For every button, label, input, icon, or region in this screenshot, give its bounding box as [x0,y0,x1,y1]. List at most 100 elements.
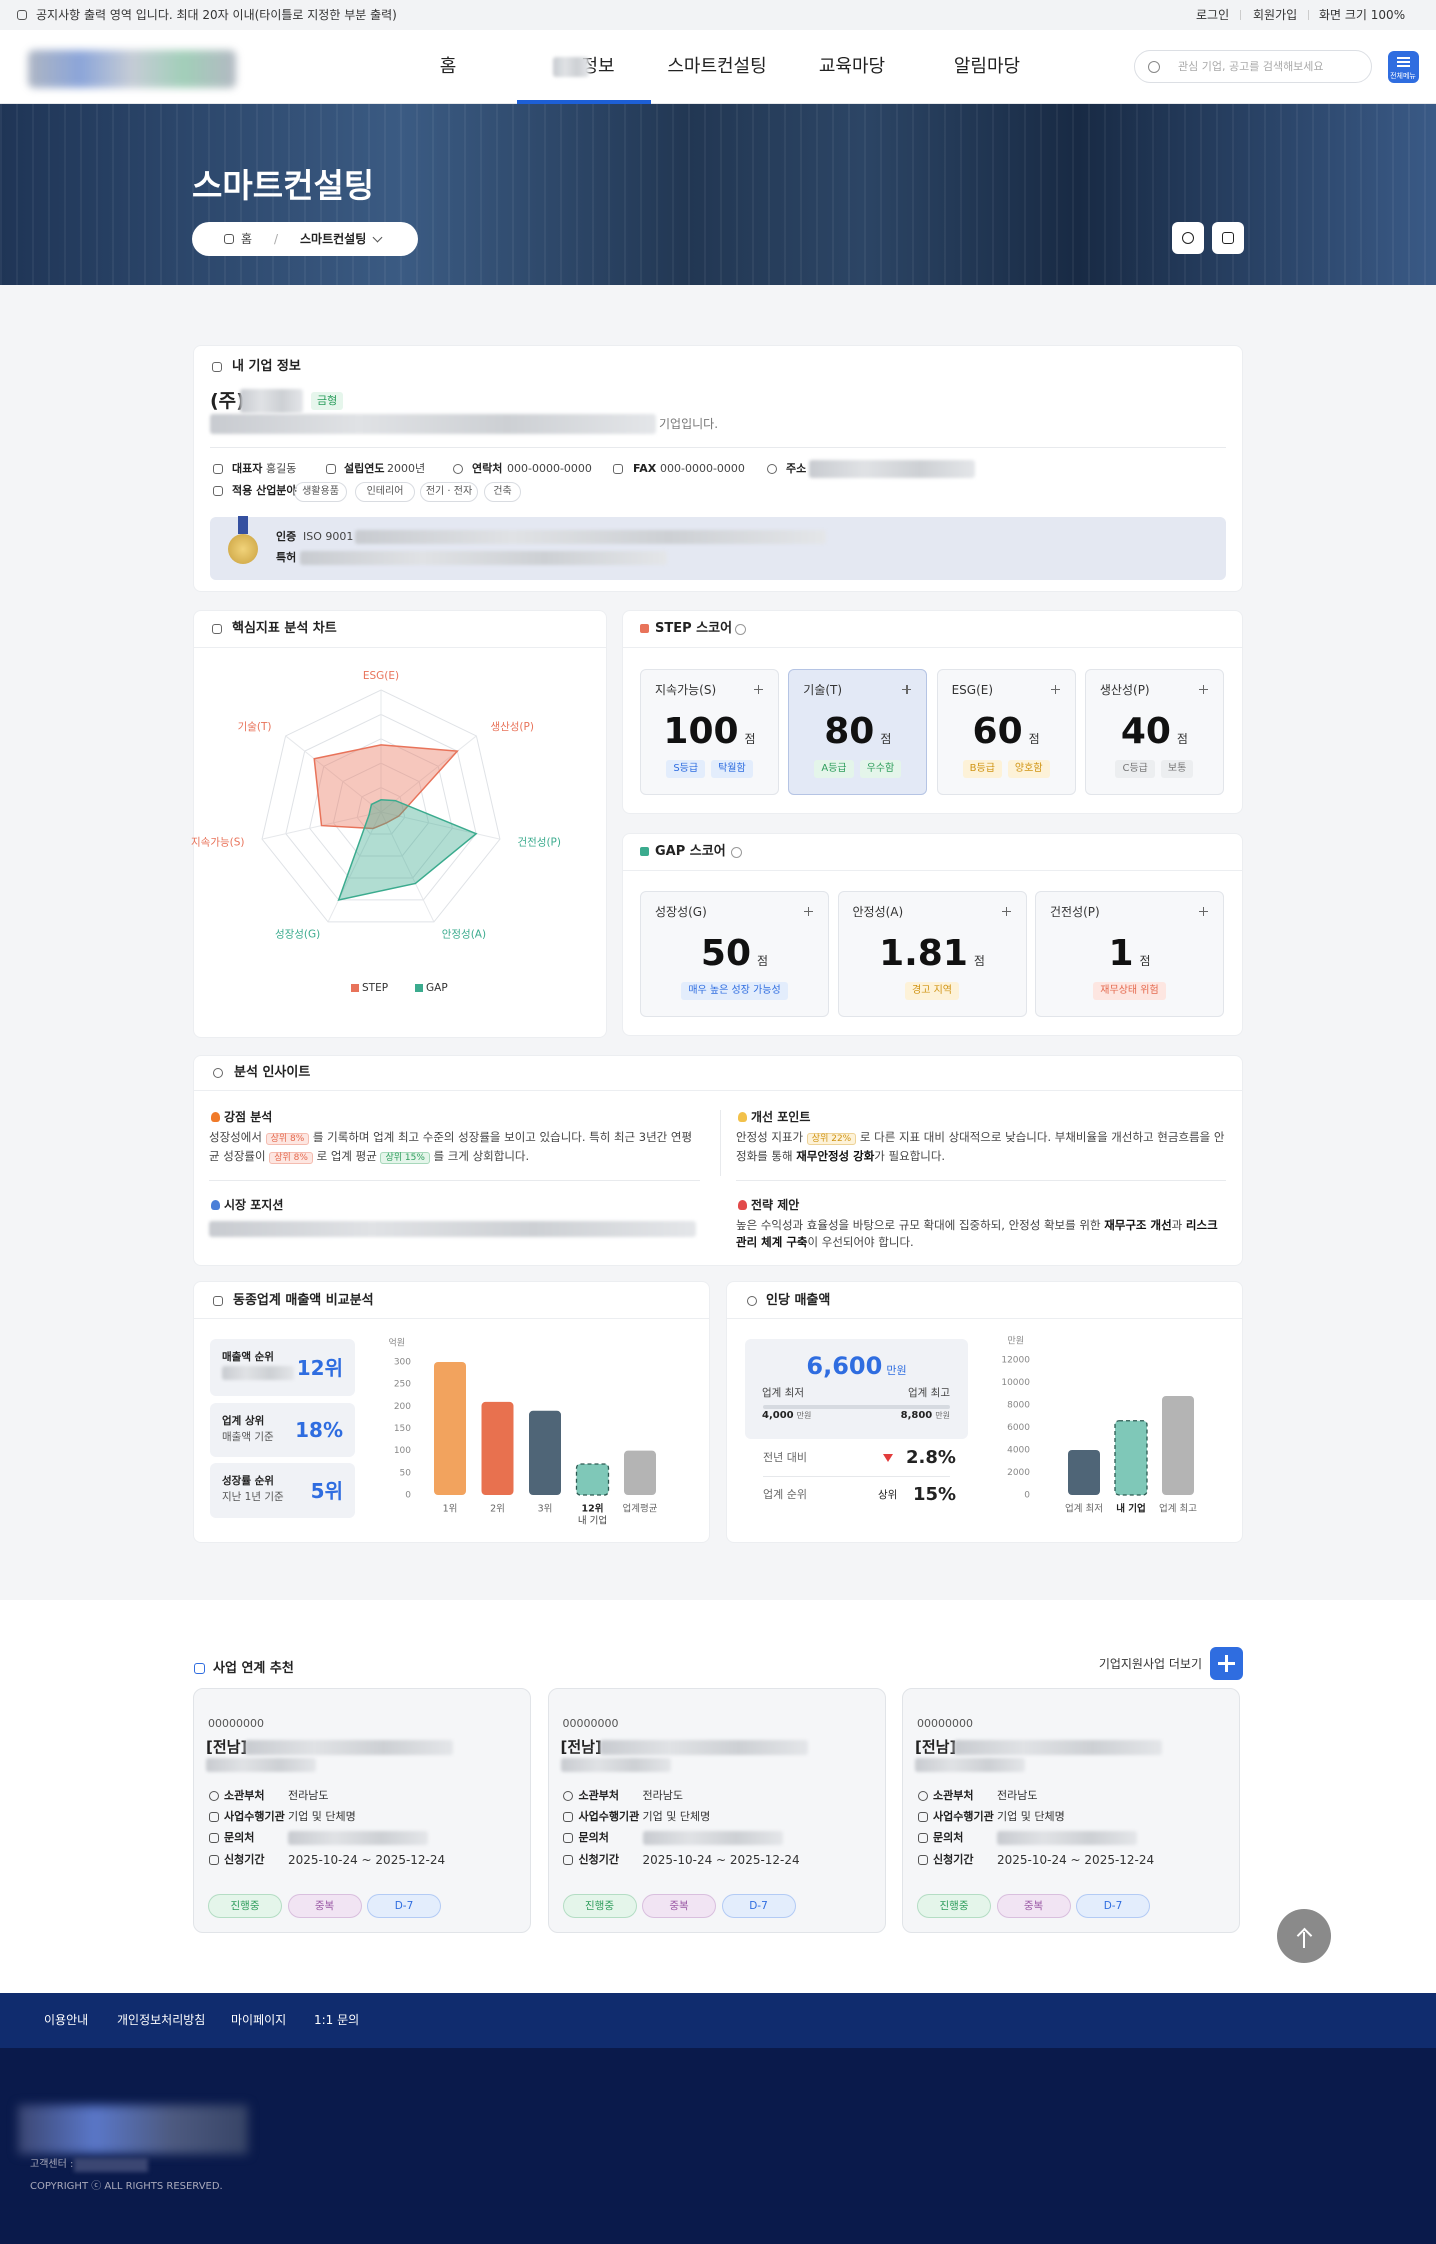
company-badge: 금형 [311,392,344,410]
nav-item[interactable]: 정보 [581,56,615,77]
industry-chip: 생활용품 [294,482,347,502]
badge: 상위 8% [269,1152,313,1164]
icon [212,463,223,474]
blurred-content [222,1366,294,1380]
icon [563,1832,573,1843]
program-tag: 진행중 [917,1894,991,1918]
text: 를 기록하며 업계 최고 수준의 성장률을 보이고 있습니다. 특히 최근 3년… [209,1130,693,1163]
nav-item[interactable]: 스마트컨설팅 [667,56,767,77]
nav-item[interactable]: 교육마당 [818,56,886,77]
icon [906,685,908,694]
nav-item[interactable]: 홈 [439,56,457,77]
nav-item[interactable]: 알림마당 [953,56,1021,77]
program-card[interactable] [902,1688,1240,1933]
tag: C등급 [1115,760,1155,778]
field-value: 기업 및 단체명 [642,1810,711,1823]
stat-value: 5위 [310,1478,343,1503]
icon [1202,685,1205,694]
footer-logo [18,2105,248,2154]
field-label: 소관부처 [578,1789,619,1802]
icon [194,1663,205,1674]
icon [211,361,222,372]
stat-value: 12위 [296,1355,343,1380]
cert-label: 특허 [276,551,297,564]
footer-contact: 고객센터 : [30,2159,74,2170]
score-unit: 점 [1028,732,1040,746]
program-tag: 진행중 [208,1894,282,1918]
range-value: 8,800 만원 [901,1410,950,1421]
icon [1203,907,1205,916]
breadcrumb-separator: / [274,232,279,246]
badge: 상위 15% [380,1152,430,1164]
score-value: 100 [663,711,739,752]
score-row: 60 점 [937,711,1076,755]
breadcrumb-item[interactable]: 홈 [241,232,253,246]
program-code: 00000000 [917,1717,973,1730]
breadcrumb-item[interactable]: 스마트컨설팅 [300,232,367,246]
icon [1054,685,1056,694]
section-heading: 분석 인사이트 [234,1065,311,1080]
tag: 매우 높은 성장 가능성 [681,982,788,1000]
field-label: 소관부처 [933,1789,974,1802]
tag-row: 재무상태 위험 [1035,982,1224,1000]
company-desc: 기업입니다. [659,417,719,431]
badge: 상위 22% [806,1133,857,1145]
program-tag: 진행중 [562,1894,637,1918]
menu-label: 전체메뉴 [1390,72,1416,80]
blurred-content [954,1740,1162,1755]
divider [622,647,1243,648]
summary-row: 6,600 만원 [745,1352,968,1382]
util-link[interactable]: 로그인 [1196,8,1230,22]
program-card[interactable] [193,1688,531,1933]
score-value: 80 [824,711,875,752]
program-title: [전남] [206,1738,248,1756]
program-tag: D-7 [1076,1894,1150,1918]
util-link[interactable]: 화면 크기 100% [1319,8,1406,22]
active-indicator [517,100,651,104]
print-button[interactable] [1212,222,1244,254]
footer-link[interactable]: 개인정보처리방침 [117,2013,206,2027]
row-value: 2.8% [906,1447,956,1468]
range-unit: 만원 [796,1411,812,1420]
field-value: 전라남도 [997,1789,1038,1802]
footer-link[interactable]: 이용안내 [44,2013,89,2027]
insight-text: 안정성 지표가 상위 22% 로 다른 지표 대비 상대적으로 낮습니다. 부채… [736,1129,1228,1165]
more-link[interactable]: 기업지원사업 더보기 [1098,1657,1202,1671]
icon [917,1790,928,1801]
icon [1397,57,1410,59]
range-label: 업계 최고 [908,1387,950,1399]
field-label: 대표자 [232,462,263,475]
blurred-content [74,2158,148,2172]
tag-row: 경고 지역 [838,982,1027,1000]
insight-title: 강점 분석 [224,1110,273,1124]
footer-link[interactable]: 마이페이지 [231,2013,287,2027]
blurred-content [997,1831,1137,1845]
footer-link[interactable]: 1:1 문의 [314,2013,360,2027]
score-row: 40 점 [1085,711,1224,755]
tag: 보통 [1160,760,1194,778]
icon [16,9,27,20]
summary-value: 6,600 [806,1352,883,1380]
emphasis: 리스크 관리 체계 구축 [736,1218,1218,1249]
program-tag: D-7 [721,1894,796,1918]
search-box[interactable] [1134,50,1372,83]
industry-chip: 건축 [484,482,521,502]
stat-label: 성장률 순위 [222,1475,274,1487]
score-row: 100 점 [640,711,779,755]
badge: 상위 8% [265,1133,310,1145]
field-label: 소관부처 [224,1789,265,1802]
icon [917,1832,928,1843]
divider [720,1110,721,1176]
icon [640,847,649,856]
field-label: 사업수행기관 [578,1810,640,1823]
range-track [763,1405,950,1409]
menu-button[interactable] [1388,51,1419,83]
insight-title: 시장 포지션 [224,1198,284,1212]
icon [223,233,234,244]
search-placeholder: 관심 기업, 공고를 검색해보세요 [1178,60,1324,73]
program-card[interactable] [547,1688,886,1933]
util-link[interactable]: 회원가입 [1253,8,1298,22]
emphasis: 재무안정성 강화 [796,1149,875,1163]
score-name: 지속가능(S) [655,683,717,697]
cert-value: ISO 9001 [303,530,354,543]
